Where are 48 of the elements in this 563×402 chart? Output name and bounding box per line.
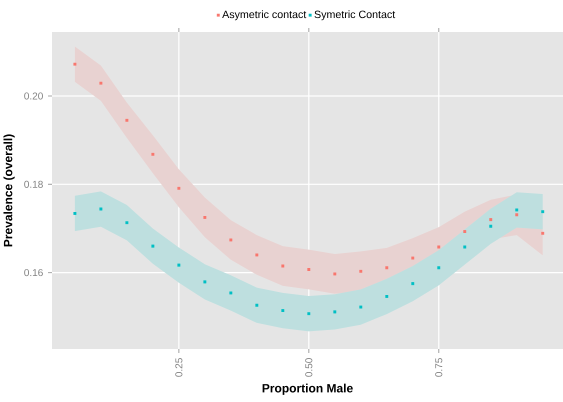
point	[177, 186, 180, 190]
point	[151, 152, 154, 156]
point	[125, 118, 128, 122]
point	[385, 266, 388, 270]
y-tick-label: 0.18	[24, 180, 43, 188]
point	[411, 256, 414, 260]
point	[281, 264, 284, 268]
point	[359, 306, 362, 309]
point	[229, 238, 232, 242]
point	[99, 82, 102, 85]
point	[359, 270, 362, 273]
point	[411, 282, 414, 286]
point	[255, 304, 258, 307]
point	[463, 246, 466, 248]
point	[541, 232, 544, 235]
point	[99, 208, 102, 210]
point	[541, 210, 544, 214]
point	[385, 294, 388, 298]
x-tick-label: 0.25	[175, 358, 182, 377]
y-axis-title: Prevalence (overall)	[3, 134, 15, 246]
legend-label: Symetric Contact	[314, 10, 396, 20]
point	[203, 216, 206, 219]
x-axis-title: Proportion Male	[262, 384, 353, 395]
point	[125, 221, 128, 224]
point	[203, 280, 206, 284]
point	[515, 208, 518, 212]
x-tick-label: 0.50	[305, 358, 312, 377]
legend-label: Asymetric contact	[222, 10, 306, 20]
point	[281, 309, 284, 312]
point	[437, 246, 440, 248]
point	[307, 268, 310, 271]
point	[333, 310, 336, 314]
point	[73, 212, 76, 215]
x-tick-label: 0.75	[435, 358, 442, 377]
point	[229, 291, 232, 294]
point	[515, 213, 518, 216]
point	[489, 224, 492, 228]
point	[333, 272, 336, 276]
point	[255, 253, 258, 256]
point	[307, 312, 310, 316]
y-tick-label: 0.20	[24, 92, 43, 100]
point	[463, 230, 466, 234]
point	[489, 218, 492, 222]
point	[177, 264, 180, 267]
y-tick-label: 0.16	[24, 269, 43, 276]
point	[437, 266, 440, 270]
point	[151, 244, 154, 248]
point	[73, 62, 76, 66]
